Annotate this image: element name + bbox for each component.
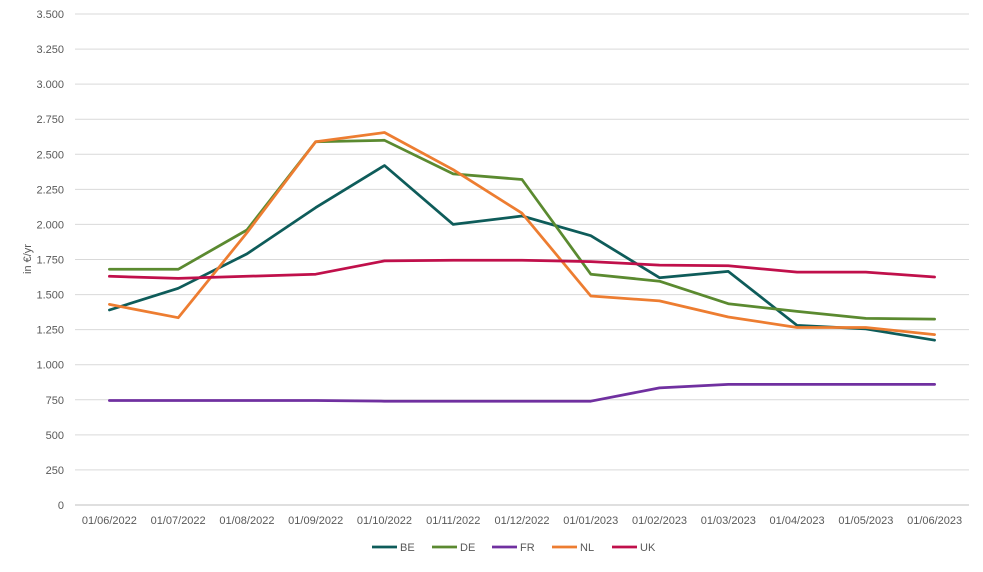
y-tick-label: 2.750: [36, 114, 64, 126]
y-tick-label: 2.250: [36, 184, 64, 196]
legend-label-fr: FR: [520, 542, 535, 554]
x-axis-tick-labels: 01/06/2022 01/07/2022 01/08/2022 01/09/2022…: [82, 515, 962, 527]
y-tick-label: 500: [46, 430, 64, 442]
series-line-fr: [108, 383, 936, 403]
x-tick-label: 01/06/2022: [82, 515, 137, 527]
x-tick-label: 01/09/2022: [288, 515, 343, 527]
series-line-uk: [108, 258, 936, 280]
legend-label-uk: UK: [640, 542, 656, 554]
y-tick-label: 1.750: [36, 255, 64, 267]
y-tick-label: 3.000: [36, 79, 64, 91]
series-lines: [108, 131, 936, 403]
x-tick-label: 01/07/2022: [151, 515, 206, 527]
x-tick-label: 01/04/2023: [770, 515, 825, 527]
series-line-de: [108, 138, 936, 321]
x-tick-label: 01/01/2023: [563, 515, 618, 527]
y-axis-label: in €/yr: [22, 244, 34, 274]
x-tick-label: 01/02/2023: [632, 515, 687, 527]
legend-label-be: BE: [400, 542, 415, 554]
x-tick-label: 01/08/2022: [219, 515, 274, 527]
y-tick-label: 750: [46, 395, 64, 407]
legend-label-nl: NL: [580, 542, 594, 554]
y-tick-label: 250: [46, 465, 64, 477]
x-tick-label: 01/10/2022: [357, 515, 412, 527]
gridlines: [75, 13, 969, 506]
x-tick-label: 01/03/2023: [701, 515, 756, 527]
y-axis-tick-labels: 0 250 500 750 1.000 1.250 1.500 1.750 2.000 2.250…: [36, 9, 64, 512]
y-tick-label: 1.500: [36, 290, 64, 302]
x-tick-label: 01/11/2022: [426, 515, 480, 527]
x-tick-label: 01/06/2023: [907, 515, 962, 527]
x-tick-label: 01/05/2023: [838, 515, 893, 527]
series-line-be: [108, 164, 936, 342]
x-tick-label: 01/12/2022: [494, 515, 549, 527]
legend-label-de: DE: [460, 542, 475, 554]
y-tick-label: 1.250: [36, 325, 64, 337]
legend: BE DE FR NL UK: [372, 542, 656, 554]
y-tick-label: 2.000: [36, 219, 64, 231]
y-tick-label: 0: [58, 500, 64, 512]
y-tick-label: 3.250: [36, 44, 64, 56]
y-tick-label: 3.500: [36, 9, 64, 21]
series-line-nl: [108, 131, 936, 336]
y-tick-label: 1.000: [36, 360, 64, 372]
y-tick-label: 2.500: [36, 149, 64, 161]
